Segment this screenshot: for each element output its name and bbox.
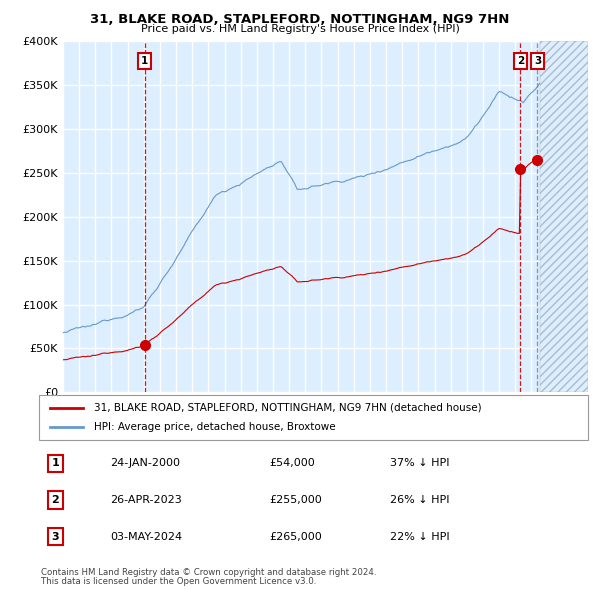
Text: 26% ↓ HPI: 26% ↓ HPI [391,495,450,505]
Text: 24-JAN-2000: 24-JAN-2000 [110,458,181,468]
Bar [539,41,588,392]
Text: 2: 2 [52,495,59,505]
Text: Contains HM Land Registry data © Crown copyright and database right 2024.: Contains HM Land Registry data © Crown c… [41,568,376,576]
Text: 3: 3 [534,55,541,65]
Text: 2: 2 [517,55,524,65]
Text: This data is licensed under the Open Government Licence v3.0.: This data is licensed under the Open Gov… [41,577,316,586]
Text: 1: 1 [52,458,59,468]
Text: HPI: Average price, detached house, Broxtowe: HPI: Average price, detached house, Brox… [94,422,335,432]
Text: Price paid vs. HM Land Registry's House Price Index (HPI): Price paid vs. HM Land Registry's House … [140,24,460,34]
Text: 26-APR-2023: 26-APR-2023 [110,495,182,505]
Text: 03-MAY-2024: 03-MAY-2024 [110,532,182,542]
Text: 3: 3 [52,532,59,542]
Text: 1: 1 [141,55,149,65]
Text: £255,000: £255,000 [269,495,322,505]
Text: 31, BLAKE ROAD, STAPLEFORD, NOTTINGHAM, NG9 7HN: 31, BLAKE ROAD, STAPLEFORD, NOTTINGHAM, … [91,13,509,26]
Text: 31, BLAKE ROAD, STAPLEFORD, NOTTINGHAM, NG9 7HN (detached house): 31, BLAKE ROAD, STAPLEFORD, NOTTINGHAM, … [94,403,482,412]
Text: 22% ↓ HPI: 22% ↓ HPI [391,532,450,542]
Text: 37% ↓ HPI: 37% ↓ HPI [391,458,450,468]
Text: £54,000: £54,000 [269,458,316,468]
FancyBboxPatch shape [39,395,588,440]
Text: £265,000: £265,000 [269,532,322,542]
